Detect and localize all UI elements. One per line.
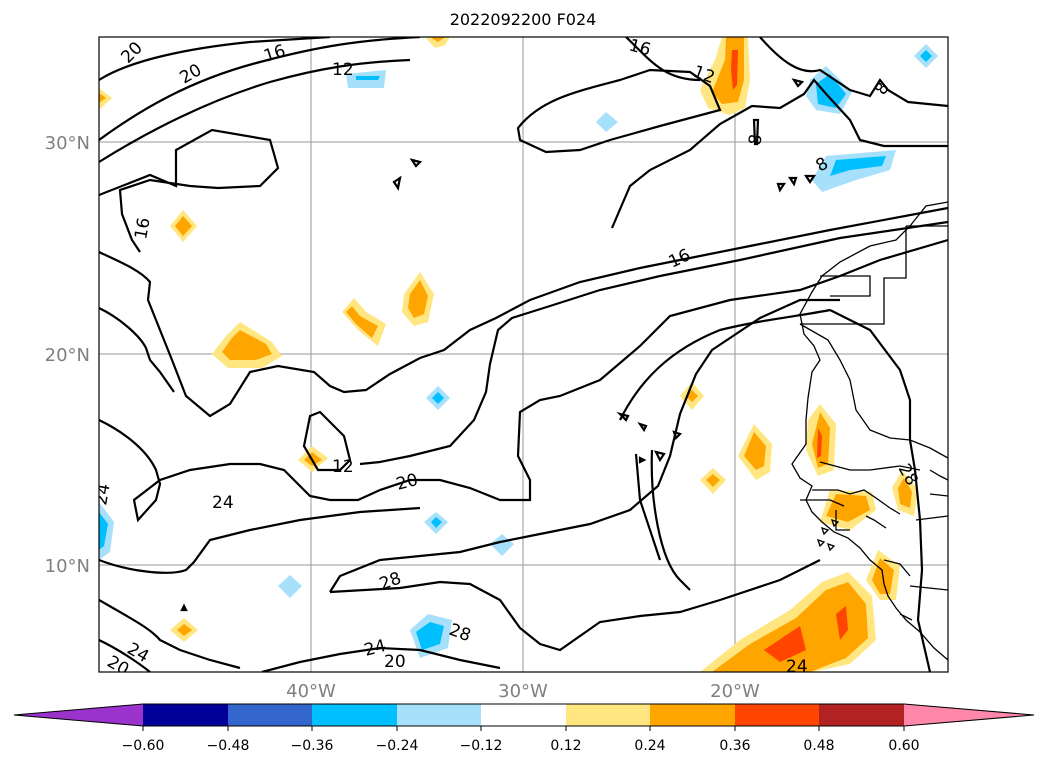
longitude-labels: 40°W 30°W 20°W	[286, 681, 760, 702]
contour-labels: 20 20 16 12 16 12 8 8 8 16 16 24 12 20 2…	[91, 36, 922, 677]
colorbar-tick-label: −0.48	[207, 738, 250, 754]
contour-label: 20	[384, 652, 406, 672]
colorbar-tick-label: 0.24	[634, 738, 665, 754]
contour-label: 24	[212, 493, 234, 513]
contour-label: 24	[786, 657, 808, 677]
colorbar-bin	[650, 704, 735, 726]
lat-label-30n: 30°N	[45, 133, 90, 154]
contour-lines	[99, 37, 948, 672]
map-title: 2022092200 F024	[450, 10, 597, 29]
coastlines	[791, 201, 948, 661]
lon-label-40w: 40°W	[286, 681, 336, 702]
contour-label: 12	[332, 60, 354, 80]
colorbar-tick-label: −0.24	[376, 738, 419, 754]
lat-label-10n: 10°N	[45, 556, 90, 577]
lat-label-20n: 20°N	[45, 345, 90, 366]
colorbar-bin	[819, 704, 904, 726]
colorbar-tick-label: −0.36	[291, 738, 334, 754]
contour-label: 12	[332, 457, 354, 477]
contour-label: 16	[627, 36, 653, 61]
colorbar-tick-label: −0.60	[122, 738, 165, 754]
colorbar-tick-label: 0.36	[719, 738, 750, 754]
colorbar-bin	[143, 704, 228, 726]
colorbar-extend-high	[904, 704, 1034, 726]
colorbar: −0.60 −0.48 −0.36 −0.24 −0.12 0.12 0.24 …	[13, 703, 1035, 754]
map-area: 20 20 16 12 16 12 8 8 8 16 16 24 12 20 2…	[91, 36, 948, 677]
colorbar-bin	[566, 704, 650, 726]
negative-anomaly-shading	[99, 44, 938, 658]
contour-label: 8	[745, 133, 767, 147]
positive-anomaly-shading	[99, 37, 918, 672]
colorbar-bin	[397, 704, 481, 726]
lon-label-20w: 20°W	[710, 681, 760, 702]
contour-label: 16	[131, 216, 154, 241]
contour-label: 24	[91, 482, 114, 507]
colorbar-bin	[481, 704, 566, 726]
colorbar-tick-label: −0.12	[460, 738, 503, 754]
colorbar-bin	[735, 704, 819, 726]
colorbar-tick-label: 0.12	[550, 738, 581, 754]
latitude-labels: 30°N 20°N 10°N	[45, 133, 90, 577]
colorbar-tick-label: 0.60	[888, 738, 919, 754]
colorbar-bin	[228, 704, 312, 726]
lon-label-30w: 30°W	[498, 681, 548, 702]
colorbar-extend-low	[14, 704, 143, 726]
colorbar-bin	[312, 704, 397, 726]
map-frame	[98, 36, 949, 673]
colorbar-tick-label: 0.48	[803, 738, 834, 754]
